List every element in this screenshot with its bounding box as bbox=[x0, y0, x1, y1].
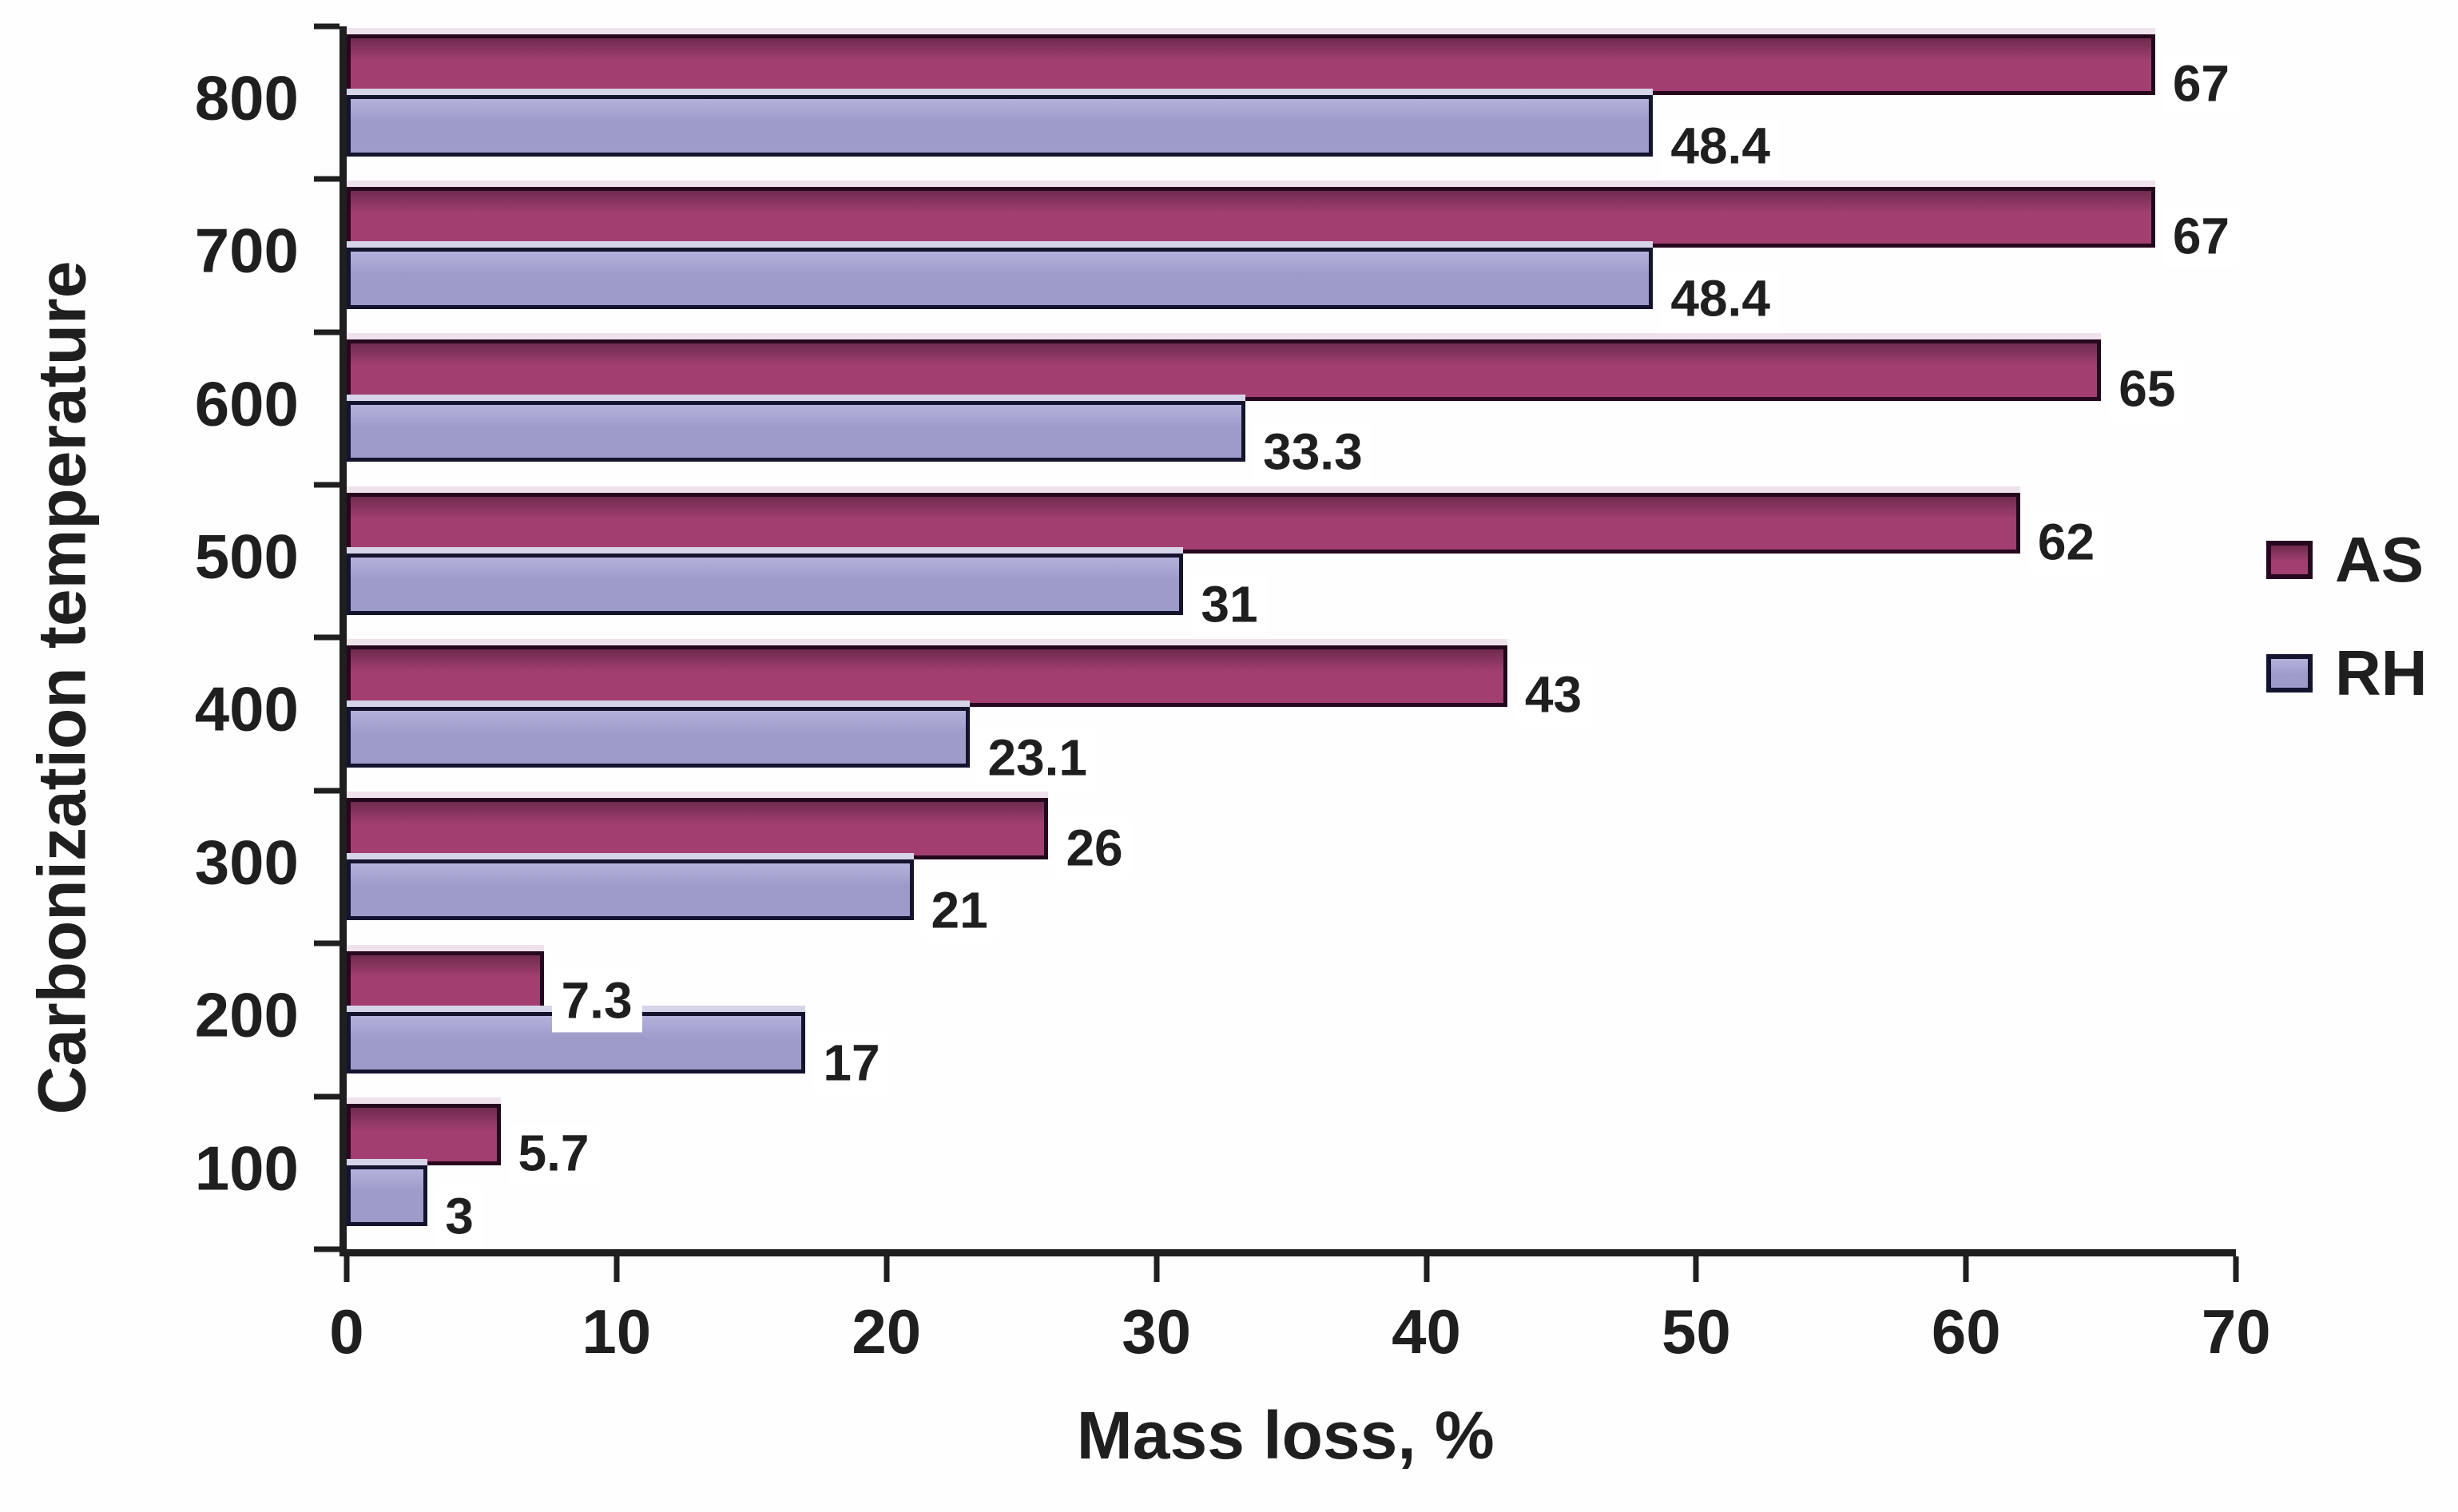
bar-rh-600 bbox=[346, 400, 1246, 462]
value-label-as-100: 5.7 bbox=[508, 1123, 599, 1185]
value-label-rh-400: 23.1 bbox=[978, 728, 1098, 790]
bar-rh-700 bbox=[346, 248, 1654, 309]
legend-item-rh: RH bbox=[2265, 637, 2428, 710]
x-axis-tick-40 bbox=[1424, 1256, 1429, 1282]
x-axis-tick-label-0: 0 bbox=[329, 1296, 364, 1367]
x-axis-tick-label-40: 40 bbox=[1392, 1296, 1461, 1367]
value-label-rh-800: 48.4 bbox=[1661, 116, 1780, 178]
y-axis-tick-1 bbox=[313, 176, 340, 182]
category-label-100: 100 bbox=[194, 1133, 299, 1203]
y-axis-tick-0 bbox=[313, 23, 340, 30]
x-axis-tick-0 bbox=[343, 1256, 350, 1282]
y-axis-tick-8 bbox=[313, 1246, 340, 1252]
y-axis-tick-7 bbox=[313, 1093, 340, 1100]
legend-label-rh: RH bbox=[2334, 637, 2428, 708]
value-label-as-300: 26 bbox=[1056, 817, 1133, 880]
x-axis-tick-label-10: 10 bbox=[582, 1296, 652, 1367]
value-label-as-200: 7.3 bbox=[551, 970, 642, 1033]
x-axis-tick-70 bbox=[2233, 1256, 2239, 1282]
y-axis-tick-3 bbox=[313, 482, 340, 488]
bar-as-300 bbox=[346, 798, 1049, 859]
bar-as-500 bbox=[346, 492, 2020, 554]
y-axis-tick-6 bbox=[313, 940, 340, 946]
category-label-600: 600 bbox=[194, 368, 299, 439]
legend-marker-as-icon bbox=[2265, 540, 2313, 579]
bar-as-800 bbox=[346, 34, 2155, 96]
legend: AS RH bbox=[2265, 523, 2428, 710]
bar-rh-100 bbox=[346, 1165, 428, 1227]
bar-rh-400 bbox=[346, 706, 971, 768]
x-axis-title: Mass loss, % bbox=[1076, 1398, 1495, 1474]
y-axis-tick-2 bbox=[313, 329, 340, 335]
x-axis-tick-label-50: 50 bbox=[1662, 1296, 1731, 1367]
category-label-700: 700 bbox=[194, 215, 299, 286]
x-axis-tick-50 bbox=[1693, 1256, 1699, 1282]
bar-as-400 bbox=[346, 645, 1507, 707]
value-label-as-600: 65 bbox=[2109, 359, 2186, 421]
bar-rh-300 bbox=[346, 859, 914, 921]
x-axis-tick-label-70: 70 bbox=[2201, 1296, 2271, 1367]
value-label-rh-300: 21 bbox=[921, 880, 998, 943]
value-label-rh-700: 48.4 bbox=[1661, 268, 1780, 331]
value-label-as-700: 67 bbox=[2162, 206, 2240, 268]
category-label-400: 400 bbox=[194, 673, 299, 744]
x-axis-tick-label-30: 30 bbox=[1122, 1296, 1191, 1367]
x-axis-tick-label-20: 20 bbox=[852, 1296, 922, 1367]
bar-as-100 bbox=[346, 1104, 501, 1165]
x-axis-tick-10 bbox=[614, 1256, 620, 1282]
legend-marker-rh-icon bbox=[2265, 653, 2313, 693]
x-axis-tick-30 bbox=[1154, 1256, 1160, 1282]
category-label-500: 500 bbox=[194, 521, 299, 592]
bar-rh-500 bbox=[346, 554, 1184, 615]
value-label-as-400: 43 bbox=[1515, 665, 1592, 727]
category-label-200: 200 bbox=[194, 979, 299, 1050]
category-label-800: 800 bbox=[194, 62, 299, 133]
bar-as-200 bbox=[346, 950, 544, 1013]
y-axis-tick-4 bbox=[313, 634, 340, 641]
legend-item-as: AS bbox=[2265, 523, 2428, 597]
value-label-as-800: 67 bbox=[2162, 54, 2240, 116]
x-axis-tick-label-60: 60 bbox=[1931, 1296, 2001, 1367]
legend-label-as: AS bbox=[2334, 523, 2424, 595]
x-axis-tick-60 bbox=[1963, 1256, 1969, 1282]
y-axis-tick-5 bbox=[313, 788, 340, 794]
y-axis-title: Carbonization temperature bbox=[24, 260, 100, 1115]
value-label-as-500: 62 bbox=[2027, 512, 2105, 574]
bar-rh-800 bbox=[346, 95, 1654, 157]
x-axis-tick-20 bbox=[884, 1256, 890, 1282]
value-label-rh-200: 17 bbox=[813, 1033, 890, 1095]
value-label-rh-600: 33.3 bbox=[1253, 422, 1372, 484]
bar-as-700 bbox=[346, 186, 2155, 248]
value-label-rh-500: 31 bbox=[1191, 574, 1268, 637]
value-label-rh-100: 3 bbox=[435, 1186, 483, 1248]
bar-as-600 bbox=[346, 339, 2102, 401]
category-label-300: 300 bbox=[194, 827, 299, 898]
plot-area: 800 67 48.4 700 67 48.4 600 65 33.3 500 62 31 400 43 2… bbox=[195, 23, 2271, 1367]
